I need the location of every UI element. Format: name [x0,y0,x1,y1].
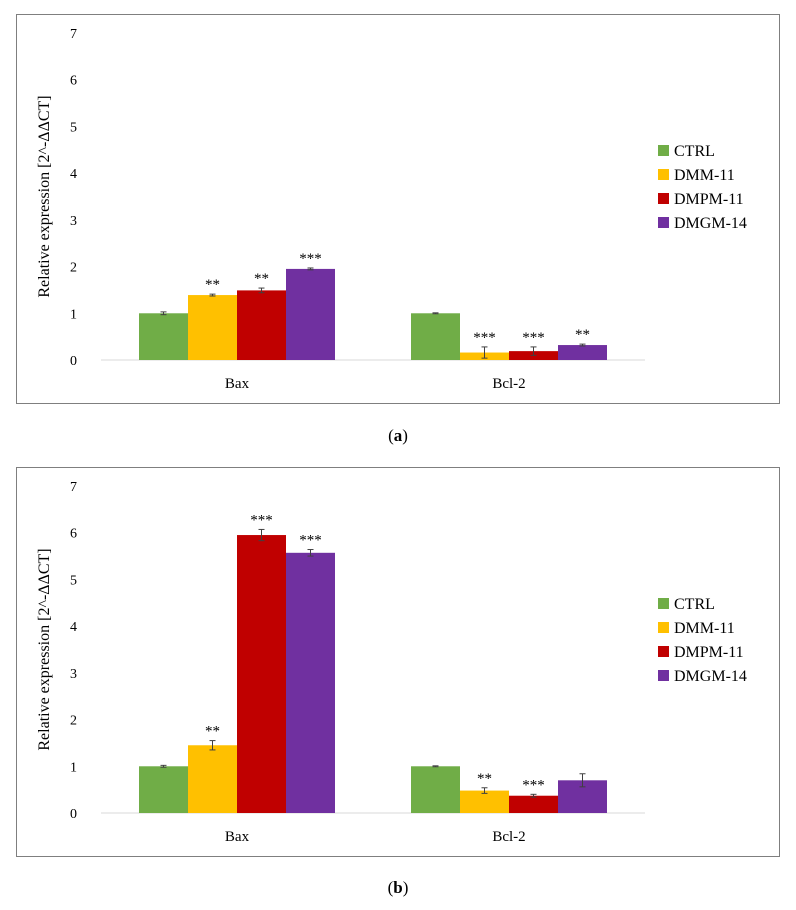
chart-a-category-label: Bax [225,376,250,392]
chart-b-significance-label: *** [250,512,273,528]
chart-a-ytick-label: 3 [70,214,77,229]
chart-b-error-bar [209,740,216,751]
chart-a-ytick-label: 0 [70,354,77,369]
chart-a-legend-label: DMM-11 [674,167,735,184]
chart-b-bar-bcl-2-ctrl [411,766,460,813]
caption-a-letter: a [393,426,403,445]
chart-b-significance-label: *** [522,777,545,793]
chart-a-error-bar [307,267,314,271]
chart-a-bar-bax-dmpm-11 [237,290,286,360]
chart-a-bar-bax-ctrl [139,313,188,360]
chart-b-ytick-label: 3 [70,667,77,682]
chart-a-bar-bax-dmgm-14 [286,268,335,360]
chart-a-error-bar [209,293,216,297]
chart-a-legend-swatch [658,145,669,156]
chart-b-category-label: Bcl-2 [492,829,525,845]
chart-a-ytick-label: 5 [70,120,77,135]
chart-a-legend-label: DMGM-14 [674,215,747,232]
chart-a-legend-swatch [658,217,669,228]
chart-b-error-bar [579,773,586,788]
chart-b-legend-label: DMPM-11 [674,644,744,661]
caption-a: (a) [388,426,408,445]
chart-a-ytick-label: 2 [70,261,77,276]
chart-b-legend-label: CTRL [674,596,715,613]
chart-b-ytick-label: 4 [70,620,77,635]
chart-a-significance-label: ** [254,271,269,287]
chart-b-legend-label: DMM-11 [674,620,735,637]
chart-b-ytick-label: 1 [70,760,77,775]
caption-b: (b) [387,878,409,897]
chart-a-legend-label: CTRL [674,143,715,160]
chart-a-ytick-label: 7 [70,27,77,42]
chart-panel-b: 0 1 2 3 4 5 6 7 Relative expression [2^-ΔΔCT] ** *… [16,467,780,857]
chart-a-significance-label: ** [205,277,220,293]
chart-b-ytick-label: 7 [70,480,77,495]
chart-a-category-label: Bcl-2 [492,376,525,392]
chart-a-legend-swatch [658,193,669,204]
chart-a-error-bar [160,311,167,316]
chart-a-significance-label: ** [575,327,590,343]
chart-b-legend-swatch [658,670,669,681]
chart-b-ytick-label: 5 [70,573,77,588]
chart-a-ytick-label: 4 [70,167,77,182]
chart-b-significance-label: ** [205,724,220,740]
chart-a-ytick-label: 6 [70,74,77,89]
chart-a-error-bar [258,287,265,294]
chart-a-y-axis-label: Relative expression [2^-ΔΔCT] [36,95,53,297]
chart-a-error-bar [530,346,537,356]
chart-b-bar-bax-dmm-11 [188,745,237,813]
chart-b-legend-swatch [658,622,669,633]
chart-a-significance-label: *** [473,330,496,346]
chart-b-bar-bax-ctrl [139,766,188,813]
chart-b-ytick-label: 6 [70,527,77,542]
chart-b-ytick-label: 2 [70,714,77,729]
chart-b-legend-swatch [658,646,669,657]
chart-panel-a: 0 1 2 3 4 5 6 7 Relative expression [2^-ΔΔCT] ** *… [16,14,780,404]
chart-a-ytick-label: 1 [70,307,77,322]
chart-a-error-bar [481,346,488,359]
chart-b-bar-bcl-2-dmm-11 [460,790,509,813]
chart-a-error-bar [432,312,439,315]
chart-b-legend-swatch [658,598,669,609]
chart-b-bar-bax-dmpm-11 [237,535,286,813]
chart-b-error-bar [530,793,537,798]
chart-a-significance-label: *** [299,251,322,267]
chart-b-error-bar [160,764,167,768]
chart-b-significance-label: ** [477,771,492,787]
chart-a-bar-bcl-2-dmgm-14 [558,345,607,360]
chart-b-significance-label: *** [299,533,322,549]
chart-b-category-label: Bax [225,829,250,845]
chart-b-bar-bcl-2-dmpm-11 [509,795,558,813]
chart-a-legend-swatch [658,169,669,180]
chart-a-error-bar [579,343,586,347]
chart-b-bar-bax-dmgm-14 [286,552,335,813]
chart-a-legend-label: DMPM-11 [674,191,744,208]
caption-b-letter: b [393,878,403,897]
chart-b-error-bar [258,528,265,542]
chart-b-legend-label: DMGM-14 [674,668,747,685]
chart-a-significance-label: *** [522,330,545,346]
chart-b-error-bar [481,787,488,794]
chart-b-y-axis-label: Relative expression [2^-ΔΔCT] [36,548,53,750]
chart-a-bar-bcl-2-ctrl [411,313,460,360]
chart-b-error-bar [307,549,314,557]
chart-b-ytick-label: 0 [70,807,77,822]
chart-b-error-bar [432,765,439,768]
chart-a-bar-bax-dmm-11 [188,295,237,360]
